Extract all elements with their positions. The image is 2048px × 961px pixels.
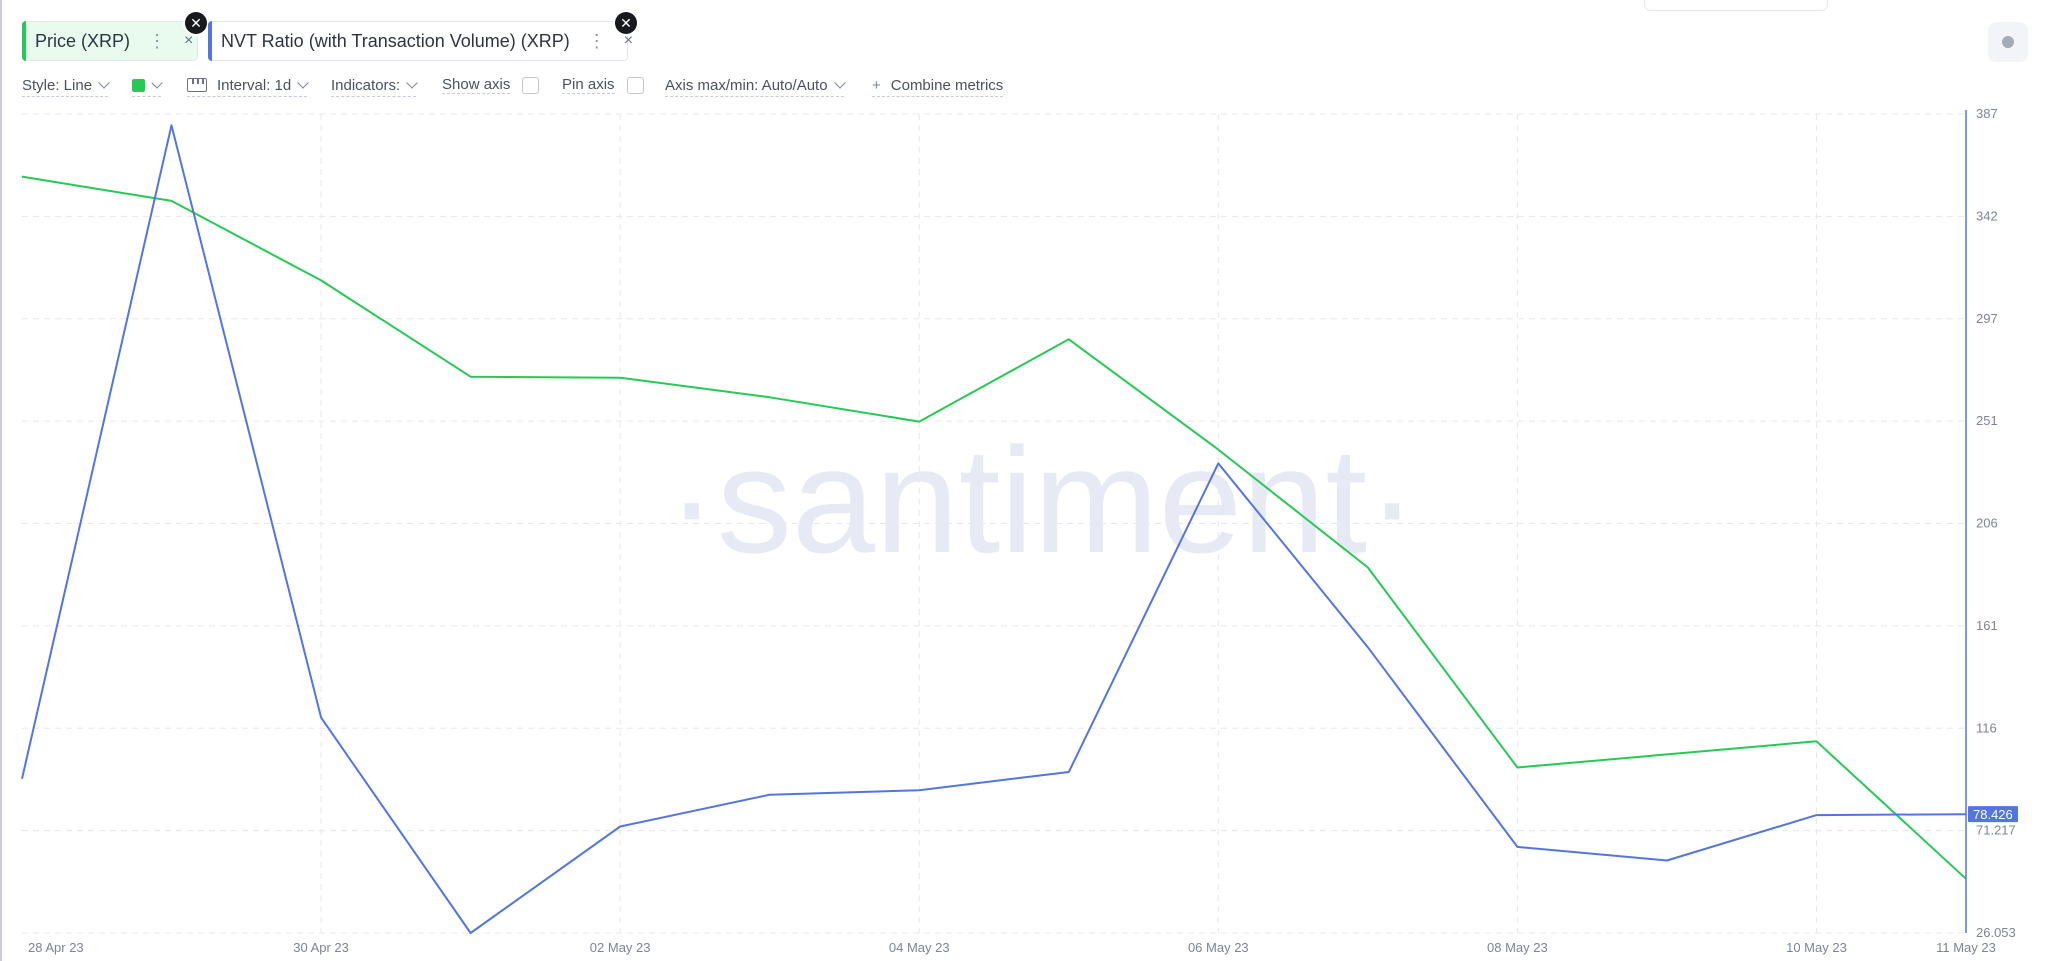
top-right-control[interactable] [1644,0,1828,11]
style-dropdown[interactable]: Style: Line [22,74,110,97]
x-tick-label: 11 May 23 [1936,940,1996,955]
axis-maxmin-label: Axis max/min: Auto/Auto [665,76,828,94]
x-tick-label: 08 May 23 [1487,940,1548,955]
ruler-icon [187,78,207,92]
metric-color-bar [22,21,26,61]
settings-toggle[interactable] [1988,22,2028,62]
x-tick-label: 30 Apr 23 [293,940,349,955]
chart-series [21,124,1967,934]
y-tick-label: 251 [1976,413,1998,428]
show-axis-toggle[interactable]: Show axis [442,74,540,96]
pin-axis-label: Pin axis [562,76,615,94]
show-axis-checkbox[interactable] [522,76,540,94]
x-tick-label: 06 May 23 [1188,940,1249,955]
x-tick-label: 28 Apr 23 [28,940,84,955]
chart-grid [22,113,1966,934]
y-tick-label: 26.053 [1976,925,2016,940]
plus-icon: + [872,76,881,94]
kebab-menu-icon[interactable]: ⋮ [587,30,606,51]
x-tick-label: 04 May 23 [889,940,950,955]
indicators-dropdown[interactable]: Indicators: [331,74,418,97]
style-label: Style: Line [22,76,93,94]
color-swatch-icon [132,78,145,92]
combine-metrics-button[interactable]: + Combine metrics [872,74,1004,97]
series-line-price [21,175,1967,880]
y-tick-label: 342 [1976,208,1998,223]
metric-label: NVT Ratio (with Transaction Volume) (XRP… [221,30,570,51]
left-border [0,0,2,961]
close-circle-icon[interactable]: ✕ [615,12,637,34]
indicators-label: Indicators: [331,76,401,94]
color-dropdown[interactable] [132,74,163,97]
interval-dropdown[interactable]: Interval: 1d [187,74,309,97]
y-tick-label: 116 [1976,720,1997,735]
y-tick-label: 161 [1976,618,1998,633]
combine-metrics-label: Combine metrics [890,76,1004,94]
remove-metric-icon[interactable]: × [623,32,634,49]
pin-axis-checkbox[interactable] [626,76,644,94]
metric-color-bar [208,21,212,61]
interval-label: Interval: 1d [217,76,292,94]
series-line-nvt [21,124,1967,934]
kebab-menu-icon[interactable]: ⋮ [148,30,167,51]
axis-maxmin-dropdown[interactable]: Axis max/min: Auto/Auto [665,74,846,97]
close-circle-icon[interactable]: ✕ [185,12,207,34]
metric-chip-price[interactable]: Price (XRP) ⋮ × [22,21,198,61]
chart-axes: 387 342 297 251 206 161 116 71.217 26.053 28 Apr … [28,106,2018,955]
x-tick-label: 02 May 23 [590,940,651,955]
current-value-label: 78.426 [1973,807,2013,822]
y-tick-label: 297 [1976,311,1998,326]
dot-icon [2002,36,2014,48]
x-tick-label: 10 May 23 [1786,940,1847,955]
y-tick-label: 387 [1976,106,1998,121]
show-axis-label: Show axis [442,76,511,94]
metric-chip-nvt[interactable]: NVT Ratio (with Transaction Volume) (XRP… [208,21,633,61]
current-value-badge [1968,806,2018,823]
metric-label: Price (XRP) [35,30,131,51]
remove-metric-icon[interactable]: × [184,32,194,49]
y-tick-label: 71.217 [1976,823,2016,838]
y-tick-label: 206 [1976,516,1998,531]
watermark-text: ·santiment· [667,416,1417,584]
pin-axis-toggle[interactable]: Pin axis [562,74,644,96]
